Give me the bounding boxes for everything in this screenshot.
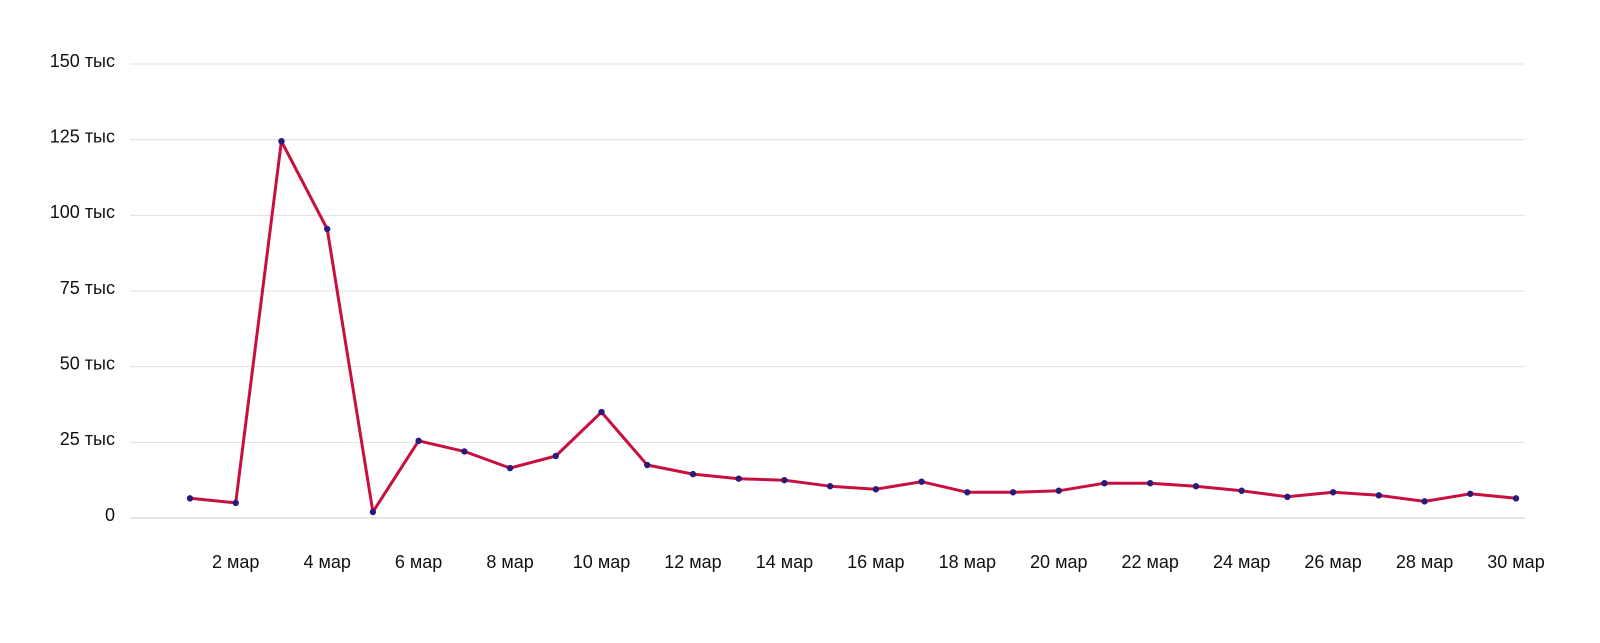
grid-lines — [130, 63, 1525, 519]
data-point — [826, 483, 834, 490]
data-point — [1421, 498, 1428, 505]
data-point — [1467, 490, 1474, 497]
x-tick-label: 2 мар — [212, 552, 259, 572]
y-tick-label: 125 тыс — [50, 126, 115, 146]
y-tick-label: 25 тыс — [60, 429, 115, 449]
x-tick-label: 6 мар — [395, 552, 442, 572]
data-point — [1101, 479, 1108, 487]
data-point — [735, 475, 742, 482]
data-point — [415, 437, 422, 445]
y-tick-label: 50 тыс — [60, 353, 115, 373]
data-point — [506, 464, 514, 472]
data-point — [369, 508, 377, 516]
y-tick-label: 75 тыс — [60, 278, 115, 298]
series-line — [188, 139, 1518, 514]
data-point — [552, 452, 559, 460]
data-point — [1329, 489, 1337, 496]
data-point — [1284, 493, 1291, 501]
x-tick-label: 22 мар — [1121, 552, 1178, 572]
data-point — [186, 495, 194, 502]
series-group — [186, 137, 1520, 516]
data-point — [461, 448, 468, 455]
data-point — [1512, 495, 1520, 502]
x-tick-label: 28 мар — [1396, 552, 1453, 572]
y-tick-label: 100 тыс — [50, 202, 115, 222]
x-tick-label: 24 мар — [1213, 552, 1270, 572]
data-point — [1375, 492, 1383, 499]
data-point — [232, 499, 239, 507]
data-point — [964, 489, 971, 496]
x-tick-label: 30 мар — [1487, 552, 1544, 572]
data-point — [323, 225, 331, 233]
data-point — [872, 486, 880, 493]
data-point — [1147, 479, 1154, 487]
x-tick-label: 8 мар — [486, 552, 533, 572]
x-axis-tick-labels: 2 мар 4 мар 6 мар 8 мар 10 мар 12 мар 14 мар 16… — [212, 552, 1545, 572]
data-point — [918, 478, 925, 485]
y-axis-tick-labels: 0 25 тыс 50 тыс 75 тыс 100 тыс 125 тыс 150 тыс — [50, 51, 115, 525]
data-point — [644, 461, 651, 469]
data-point — [598, 408, 605, 416]
y-tick-label: 0 — [105, 505, 115, 525]
x-tick-label: 12 мар — [664, 552, 721, 572]
data-point — [1055, 487, 1062, 494]
data-point — [1238, 487, 1245, 494]
x-tick-label: 14 мар — [756, 552, 813, 572]
x-tick-label: 26 мар — [1304, 552, 1361, 572]
data-point — [1192, 483, 1200, 490]
data-point — [781, 476, 788, 484]
data-point — [278, 137, 285, 145]
data-point — [1009, 489, 1017, 496]
x-tick-label: 16 мар — [847, 552, 904, 572]
y-tick-label: 150 тыс — [50, 51, 115, 71]
data-point — [689, 470, 697, 478]
x-tick-label: 20 мар — [1030, 552, 1087, 572]
x-tick-label: 18 мар — [939, 552, 996, 572]
x-tick-label: 10 мар — [573, 552, 630, 572]
x-tick-label: 4 мар — [303, 552, 350, 572]
